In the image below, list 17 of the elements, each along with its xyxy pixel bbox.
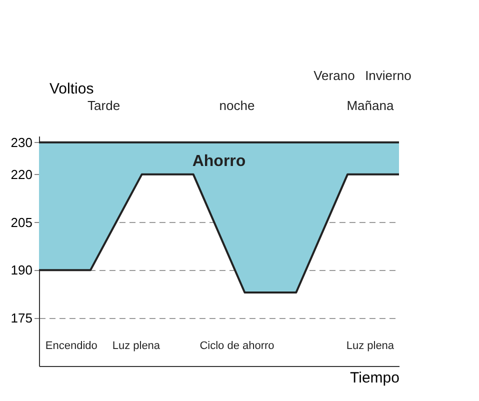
text: noche (219, 98, 255, 113)
annotation: Ciclo de ahorro (200, 340, 274, 352)
annotation: Encendido (45, 340, 98, 352)
y-axis-title: Voltios (50, 80, 94, 98)
text: Verano (314, 68, 355, 83)
y-tick-label: 230 (10, 134, 32, 150)
text: Invierno (365, 68, 412, 83)
text: Mañana (346, 98, 394, 113)
annotation: Ahorro (192, 153, 246, 170)
y-tick-label: 190 (10, 262, 32, 278)
text: Tarde (88, 98, 120, 113)
y-tick-label: 220 (10, 166, 32, 182)
y-tick-label: 205 (10, 214, 32, 230)
y-tick-label: 175 (10, 310, 32, 326)
annotation: Luz plena (346, 340, 395, 352)
x-axis-title: Tiempo (350, 370, 400, 386)
annotation: Luz plena (112, 340, 161, 352)
